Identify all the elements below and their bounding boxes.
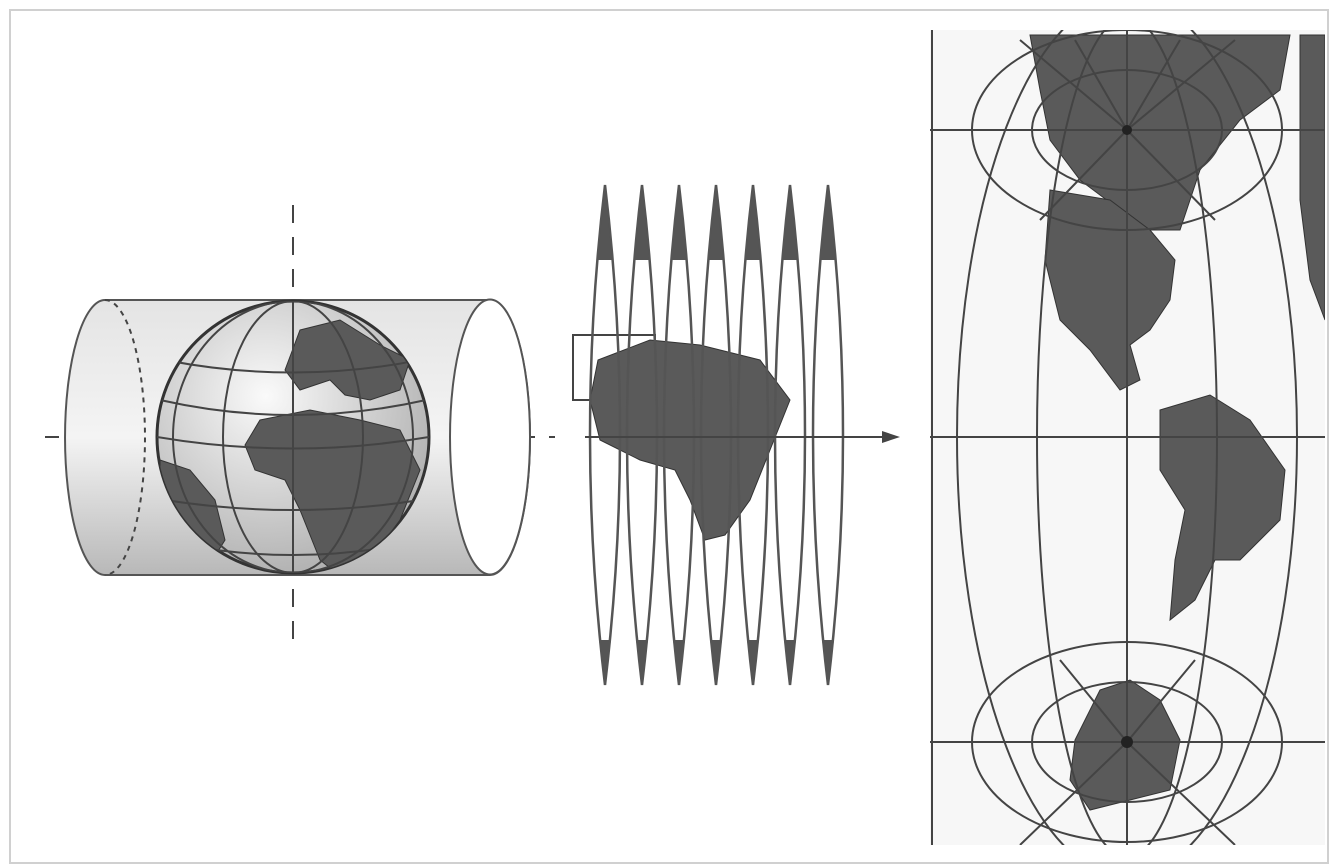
- gore-tips: [598, 185, 835, 685]
- gore-top-land: [598, 185, 835, 260]
- cylinder-globe: [45, 205, 555, 640]
- south-pole: [1121, 736, 1133, 748]
- polar-rays: [1019, 39, 1236, 221]
- africa-gores: [589, 339, 791, 541]
- north-pole: [1122, 125, 1132, 135]
- meridian: [172, 301, 414, 573]
- north-america: [1044, 189, 1176, 391]
- parallel-circle: [971, 30, 1283, 231]
- meridian: [222, 301, 364, 573]
- graticule: [157, 301, 429, 573]
- parallel-circle: [971, 641, 1283, 843]
- parallel: [164, 499, 421, 511]
- gore-bottom-land: [599, 640, 834, 685]
- polar-rays: [1019, 659, 1236, 845]
- meridian-ellipse: [956, 30, 1298, 845]
- gores: [572, 184, 900, 686]
- europe: [284, 319, 411, 401]
- south-america: [1159, 394, 1286, 622]
- eurasia-edge: [1299, 34, 1325, 321]
- arrow-head: [882, 431, 900, 443]
- parallel-circle: [1031, 69, 1223, 191]
- arctic-land: [1029, 34, 1291, 231]
- cylinder-end: [449, 298, 531, 576]
- parallel: [157, 436, 429, 450]
- transverse-mercator-map: [930, 30, 1325, 845]
- meridian-ellipse: [1036, 30, 1218, 845]
- parallel: [159, 399, 427, 416]
- parallel-circle: [1031, 681, 1223, 803]
- parallel: [164, 359, 421, 374]
- cylinder-hidden-edge: [104, 299, 146, 576]
